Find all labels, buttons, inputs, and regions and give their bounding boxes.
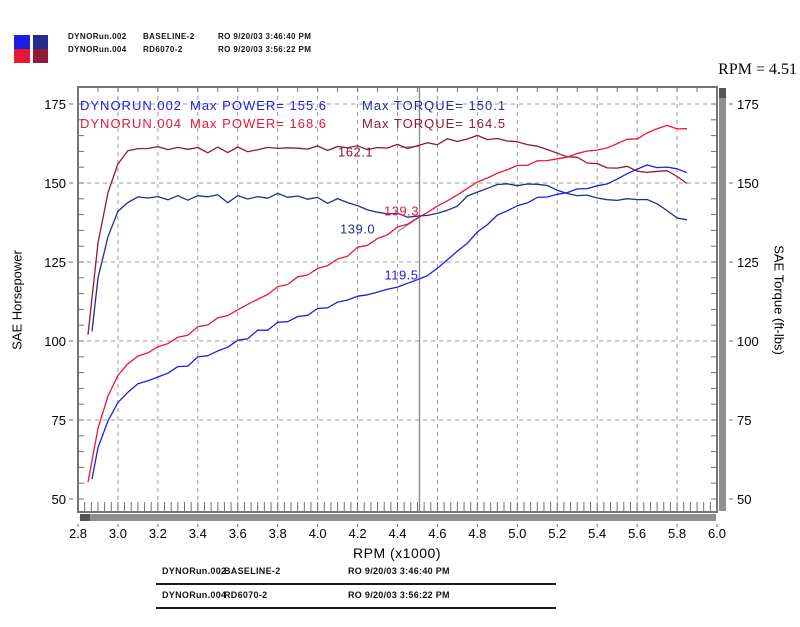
curve-power_002 [91, 164, 688, 480]
x-tick-label-5.8: 5.8 [668, 526, 686, 541]
footer-run2-config: RD6070-2 [224, 590, 268, 600]
cursor-reading-torque_004: 162.1 [338, 144, 374, 160]
x-tick-label-6.0: 6.0 [708, 526, 726, 541]
curve-torque_002 [91, 183, 688, 332]
annotation-run-name-2: DYNORUN.004 [80, 116, 183, 131]
y-tick-label-right-175: 175 [737, 97, 759, 112]
y-tick-label-left-100: 100 [44, 334, 66, 349]
x-tick-label-4.8: 4.8 [468, 526, 486, 541]
cursor-reading-power_002: 119.5 [384, 267, 419, 283]
legend-run2-ro: RO 9/20/03 3:56:22 PM [218, 45, 312, 54]
legend-run1-config: BASELINE-2 [143, 32, 195, 41]
x-tick-label-5.6: 5.6 [628, 526, 646, 541]
x-tick-label-3.4: 3.4 [189, 526, 207, 541]
footer-run1-ro: RO 9/20/03 3:46:40 PM [348, 566, 450, 576]
y-tick-label-right-125: 125 [737, 255, 759, 270]
annotation-max-torque-2: Max TORQUE= 164.5 [362, 116, 507, 131]
x-tick-label-4.6: 4.6 [428, 526, 446, 541]
footer-run1-config: BASELINE-2 [224, 566, 281, 576]
footer-divider-1 [156, 583, 556, 585]
y-tick-label-right-100: 100 [737, 334, 759, 349]
footer-run1-file: DYNORun.002 [162, 566, 227, 576]
legend-run1-ro: RO 9/20/03 3:46:40 PM [218, 32, 312, 41]
curve-torque_004 [87, 134, 688, 335]
x-tick-label-3.6: 3.6 [229, 526, 247, 541]
footer-run-table: DYNORun.002 BASELINE-2 RO 9/20/03 3:46:40 … [0, 560, 800, 627]
annotation-max-power-2: Max POWER= 168.6 [190, 116, 328, 131]
torque-color-run2 [33, 49, 48, 63]
footer-run2-file: DYNORun.004 [162, 590, 227, 600]
y-tick-label-right-150: 150 [737, 176, 759, 191]
y-tick-label-left-50: 50 [52, 492, 66, 507]
power-color-run1 [14, 35, 30, 49]
cursor-reading-power_004: 139.3 [383, 203, 420, 219]
legend-run1-file: DYNORun.002 [68, 32, 127, 41]
y-tick-label-left-125: 125 [44, 255, 66, 270]
x-tick-label-5.0: 5.0 [508, 526, 526, 541]
y-axis-title-left: SAE Horsepower [9, 250, 25, 350]
annotation-max-power-1: Max POWER= 155.6 [190, 98, 328, 113]
torque-color-run1 [33, 35, 48, 49]
y-tick-label-left-150: 150 [44, 176, 66, 191]
vertical-scrollbar[interactable] [719, 88, 726, 511]
plot-frame [77, 86, 718, 513]
y-tick-label-right-50: 50 [737, 492, 751, 507]
x-axis-title: RPM (x1000) [353, 545, 441, 561]
horizontal-scrollbar-thumb[interactable] [80, 514, 90, 521]
annotation-run-name-1: DYNORUN.002 [80, 98, 183, 113]
x-tick-label-3.2: 3.2 [149, 526, 167, 541]
x-tick-label-5.2: 5.2 [548, 526, 566, 541]
legend-run2-config: RD6070-2 [143, 45, 183, 54]
horizontal-scrollbar[interactable] [80, 514, 716, 521]
footer-divider-2 [156, 607, 556, 609]
vertical-scrollbar-thumb[interactable] [719, 88, 726, 98]
y-axis-title-right: SAE Torque (ft-lbs) [771, 245, 787, 355]
torque-color-key [33, 35, 48, 63]
annotation-max-torque-1: Max TORQUE= 150.1 [362, 98, 507, 113]
x-tick-label-2.8: 2.8 [69, 526, 87, 541]
x-tick-label-5.4: 5.4 [588, 526, 606, 541]
rpm-readout: RPM = 4.51 [718, 61, 797, 78]
x-tick-label-4.4: 4.4 [388, 526, 406, 541]
header-legend: DYNORun.002 BASELINE-2 RO 9/20/03 3:46:40 … [0, 0, 400, 70]
power-color-key [14, 35, 30, 63]
y-tick-label-left-175: 175 [44, 97, 66, 112]
y-tick-label-right-75: 75 [737, 413, 751, 428]
y-tick-label-left-75: 75 [52, 413, 66, 428]
power-color-run2 [14, 49, 30, 63]
x-tick-label-3.0: 3.0 [109, 526, 127, 541]
x-tick-label-4.2: 4.2 [349, 526, 367, 541]
footer-run2-ro: RO 9/20/03 3:56:22 PM [348, 590, 450, 600]
x-tick-label-3.8: 3.8 [269, 526, 287, 541]
legend-run2-file: DYNORun.004 [68, 45, 127, 54]
cursor-reading-torque_002: 139.0 [340, 221, 376, 236]
x-tick-label-4.0: 4.0 [309, 526, 327, 541]
curve-power_004 [87, 124, 688, 483]
